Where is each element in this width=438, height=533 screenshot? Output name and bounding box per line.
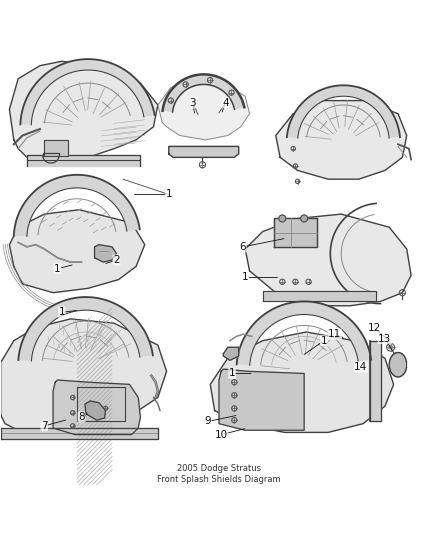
Text: 4: 4 [222,98,229,108]
Text: 1: 1 [166,189,172,199]
Polygon shape [223,348,239,360]
Polygon shape [44,140,68,157]
Polygon shape [10,210,145,293]
Polygon shape [263,290,376,302]
Polygon shape [158,79,250,140]
Text: 2005 Dodge Stratus
Front Splash Shields Diagram: 2005 Dodge Stratus Front Splash Shields … [157,464,281,483]
Text: 1: 1 [54,264,61,273]
Polygon shape [18,297,153,361]
Text: 1: 1 [59,308,65,317]
Text: 14: 14 [354,362,367,372]
Text: 1: 1 [242,272,248,282]
Polygon shape [10,61,158,161]
Polygon shape [85,401,106,420]
Text: 2: 2 [113,255,120,265]
Polygon shape [14,175,140,236]
Polygon shape [21,59,155,125]
Text: 1: 1 [229,368,235,378]
Text: 3: 3 [190,98,196,108]
Text: 13: 13 [378,334,392,344]
Polygon shape [27,155,141,166]
Polygon shape [169,147,239,157]
Text: 7: 7 [41,421,48,431]
Polygon shape [245,214,411,306]
Polygon shape [219,369,304,430]
Polygon shape [1,319,166,437]
Polygon shape [1,428,158,439]
Polygon shape [162,75,244,112]
Polygon shape [274,219,317,247]
Polygon shape [276,101,407,179]
Text: 11: 11 [328,329,341,339]
Circle shape [300,215,307,222]
Polygon shape [370,341,381,422]
Polygon shape [53,380,141,434]
Polygon shape [287,85,400,138]
Polygon shape [210,332,394,432]
Circle shape [279,215,286,222]
Polygon shape [389,352,406,377]
Polygon shape [95,245,117,262]
Polygon shape [237,302,371,365]
Text: 1: 1 [321,336,327,346]
Polygon shape [77,386,125,422]
Text: 10: 10 [215,430,228,440]
Text: 6: 6 [240,242,246,252]
Circle shape [389,345,392,349]
Text: 9: 9 [205,416,212,426]
Text: 12: 12 [367,322,381,333]
Text: 8: 8 [78,412,85,422]
